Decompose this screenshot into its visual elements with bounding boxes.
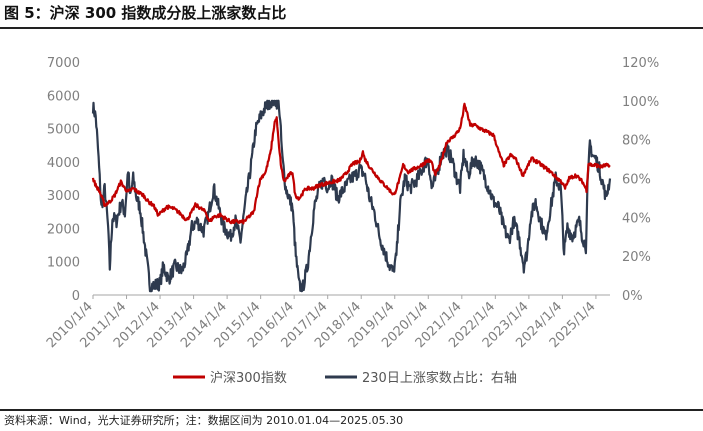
right-tick-label: 40% bbox=[622, 211, 651, 226]
right-tick-label: 0% bbox=[622, 289, 643, 304]
left-tick-label: 1000 bbox=[47, 256, 80, 271]
left-tick-label: 7000 bbox=[47, 56, 80, 71]
line-chart: 0 1000 2000 3000 4000 5000 6000 7000 0% 20% 40% 60… bbox=[44, 56, 659, 386]
left-tick-label: 2000 bbox=[47, 222, 80, 237]
left-tick-label: 0 bbox=[72, 289, 80, 304]
left-tick-label: 5000 bbox=[47, 123, 80, 138]
series-line-index bbox=[91, 102, 611, 225]
series-group bbox=[91, 99, 612, 293]
right-tick-label: 120% bbox=[622, 56, 659, 71]
series-line-ratio bbox=[91, 99, 612, 293]
right-axis-ticks: 0% 20% 40% 60% 80% 100% 120% bbox=[622, 56, 659, 304]
x-axis-ticks: 2010/1/42011/1/42012/1/42013/1/42014/1/4… bbox=[44, 295, 599, 351]
source-note: 资料来源：Wind，光大证券研究所；注：数据区间为 2010.01.04—202… bbox=[4, 414, 404, 427]
bottom-divider bbox=[0, 409, 703, 411]
left-tick-label: 6000 bbox=[47, 89, 80, 104]
right-tick-label: 60% bbox=[622, 173, 651, 188]
left-axis-ticks: 0 1000 2000 3000 4000 5000 6000 7000 bbox=[47, 56, 80, 304]
right-tick-label: 20% bbox=[622, 250, 651, 265]
left-tick-label: 4000 bbox=[47, 156, 80, 171]
chart-title: 图 5：沪深 300 指数成分股上涨家数占比 bbox=[4, 4, 287, 22]
right-tick-label: 80% bbox=[622, 134, 651, 149]
legend-label-ratio: 230日上涨家数占比：右轴 bbox=[362, 370, 517, 386]
legend-label-index: 沪深300指数 bbox=[210, 370, 287, 386]
left-tick-label: 3000 bbox=[47, 189, 80, 204]
top-divider bbox=[0, 27, 703, 29]
legend: 沪深300指数 230日上涨家数占比：右轴 bbox=[173, 370, 517, 386]
right-tick-label: 100% bbox=[622, 95, 659, 110]
